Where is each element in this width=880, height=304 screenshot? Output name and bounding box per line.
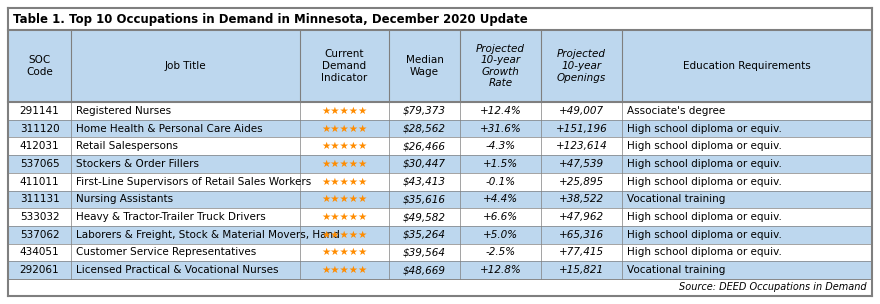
Text: +15,821: +15,821 xyxy=(559,265,605,275)
Text: High school diploma or equiv.: High school diploma or equiv. xyxy=(627,247,782,257)
Text: Table 1. Top 10 Occupations in Demand in Minnesota, December 2020 Update: Table 1. Top 10 Occupations in Demand in… xyxy=(13,12,528,26)
Text: +77,415: +77,415 xyxy=(559,247,605,257)
Text: ★★★★★: ★★★★★ xyxy=(321,212,368,222)
Bar xyxy=(8,244,872,261)
Text: Laborers & Freight, Stock & Material Movers, Hand: Laborers & Freight, Stock & Material Mov… xyxy=(76,230,340,240)
Text: Stockers & Order Fillers: Stockers & Order Fillers xyxy=(76,159,199,169)
Text: $49,582: $49,582 xyxy=(403,212,446,222)
Bar xyxy=(8,30,872,102)
Text: Vocational training: Vocational training xyxy=(627,265,726,275)
Text: High school diploma or equiv.: High school diploma or equiv. xyxy=(627,123,782,133)
Bar xyxy=(8,226,872,244)
Text: Projected
10-year
Growth
Rate: Projected 10-year Growth Rate xyxy=(476,43,525,88)
Text: Heavy & Tractor-Trailer Truck Drivers: Heavy & Tractor-Trailer Truck Drivers xyxy=(76,212,266,222)
Text: $35,264: $35,264 xyxy=(403,230,446,240)
Text: $43,413: $43,413 xyxy=(403,177,446,187)
Text: Median
Wage: Median Wage xyxy=(406,55,444,77)
Bar xyxy=(8,8,872,30)
Text: Licensed Practical & Vocational Nurses: Licensed Practical & Vocational Nurses xyxy=(76,265,279,275)
Text: High school diploma or equiv.: High school diploma or equiv. xyxy=(627,141,782,151)
Text: 311131: 311131 xyxy=(19,194,60,204)
Text: Customer Service Representatives: Customer Service Representatives xyxy=(76,247,256,257)
Text: Vocational training: Vocational training xyxy=(627,194,726,204)
Text: Projected
10-year
Openings: Projected 10-year Openings xyxy=(557,50,606,83)
Text: 537062: 537062 xyxy=(19,230,59,240)
Text: 537065: 537065 xyxy=(19,159,59,169)
Text: +1.5%: +1.5% xyxy=(483,159,518,169)
Text: $35,616: $35,616 xyxy=(403,194,446,204)
Text: High school diploma or equiv.: High school diploma or equiv. xyxy=(627,212,782,222)
Text: Nursing Assistants: Nursing Assistants xyxy=(76,194,173,204)
Text: 311120: 311120 xyxy=(19,123,59,133)
Text: -2.5%: -2.5% xyxy=(486,247,516,257)
Text: +47,539: +47,539 xyxy=(559,159,605,169)
Text: ★★★★★: ★★★★★ xyxy=(321,123,368,133)
Text: ★★★★★: ★★★★★ xyxy=(321,230,368,240)
Text: +47,962: +47,962 xyxy=(559,212,605,222)
Text: High school diploma or equiv.: High school diploma or equiv. xyxy=(627,159,782,169)
Bar xyxy=(8,102,872,120)
Text: $48,669: $48,669 xyxy=(403,265,446,275)
Text: +31.6%: +31.6% xyxy=(480,123,521,133)
Text: +25,895: +25,895 xyxy=(559,177,605,187)
Text: ★★★★★: ★★★★★ xyxy=(321,159,368,169)
Text: ★★★★★: ★★★★★ xyxy=(321,141,368,151)
Bar xyxy=(8,261,872,279)
Text: Retail Salespersons: Retail Salespersons xyxy=(76,141,178,151)
Text: First-Line Supervisors of Retail Sales Workers: First-Line Supervisors of Retail Sales W… xyxy=(76,177,312,187)
Text: Source: DEED Occupations in Demand: Source: DEED Occupations in Demand xyxy=(679,282,867,292)
Text: $28,562: $28,562 xyxy=(403,123,446,133)
Text: +5.0%: +5.0% xyxy=(483,230,518,240)
Bar xyxy=(8,173,872,191)
Text: 412031: 412031 xyxy=(19,141,59,151)
Text: 291141: 291141 xyxy=(19,106,60,116)
Text: Job Title: Job Title xyxy=(165,61,207,71)
Text: $79,373: $79,373 xyxy=(403,106,446,116)
Text: +65,316: +65,316 xyxy=(559,230,605,240)
Text: ★★★★★: ★★★★★ xyxy=(321,106,368,116)
Bar xyxy=(8,279,872,296)
Text: +123,614: +123,614 xyxy=(556,141,607,151)
Text: Registered Nurses: Registered Nurses xyxy=(76,106,172,116)
Text: 434051: 434051 xyxy=(19,247,59,257)
Text: Education Requirements: Education Requirements xyxy=(683,61,811,71)
Text: Associate's degree: Associate's degree xyxy=(627,106,725,116)
Text: 292061: 292061 xyxy=(19,265,59,275)
Text: Current
Demand
Indicator: Current Demand Indicator xyxy=(321,50,368,83)
Text: High school diploma or equiv.: High school diploma or equiv. xyxy=(627,230,782,240)
Text: $39,564: $39,564 xyxy=(403,247,446,257)
Text: High school diploma or equiv.: High school diploma or equiv. xyxy=(627,177,782,187)
Text: +12.8%: +12.8% xyxy=(480,265,521,275)
Text: Home Health & Personal Care Aides: Home Health & Personal Care Aides xyxy=(76,123,263,133)
Text: ★★★★★: ★★★★★ xyxy=(321,265,368,275)
Text: +38,522: +38,522 xyxy=(559,194,605,204)
Text: $30,447: $30,447 xyxy=(403,159,446,169)
Text: 411011: 411011 xyxy=(19,177,59,187)
Text: +151,196: +151,196 xyxy=(556,123,607,133)
Bar xyxy=(8,208,872,226)
Bar xyxy=(8,137,872,155)
Text: ★★★★★: ★★★★★ xyxy=(321,177,368,187)
Text: +6.6%: +6.6% xyxy=(483,212,518,222)
Text: -0.1%: -0.1% xyxy=(486,177,516,187)
Text: ★★★★★: ★★★★★ xyxy=(321,194,368,204)
Text: $26,466: $26,466 xyxy=(403,141,446,151)
Text: 533032: 533032 xyxy=(19,212,59,222)
Text: -4.3%: -4.3% xyxy=(486,141,516,151)
Text: SOC
Code: SOC Code xyxy=(26,55,53,77)
Bar xyxy=(8,191,872,208)
Bar xyxy=(8,120,872,137)
Bar xyxy=(8,155,872,173)
Text: +4.4%: +4.4% xyxy=(483,194,518,204)
Text: +12.4%: +12.4% xyxy=(480,106,521,116)
Text: +49,007: +49,007 xyxy=(559,106,605,116)
Text: ★★★★★: ★★★★★ xyxy=(321,247,368,257)
